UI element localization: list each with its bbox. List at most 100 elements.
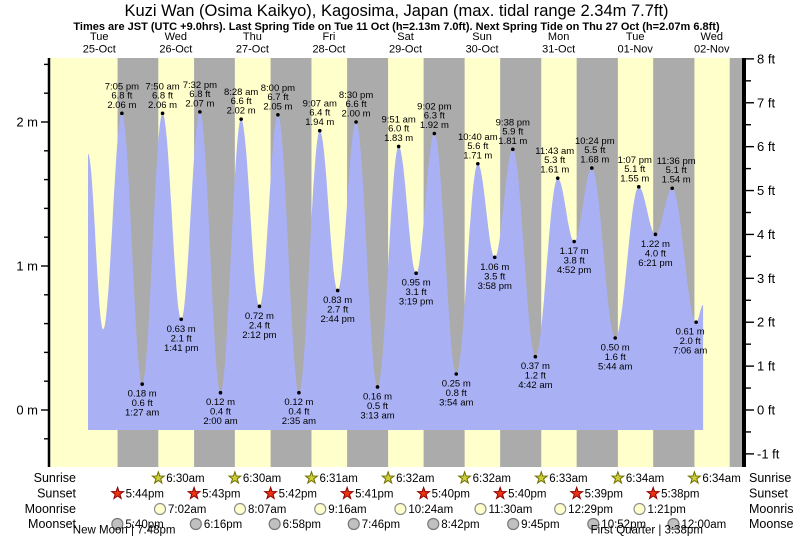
moonrise-time: 8:07am	[248, 504, 286, 516]
moonrise-circle-icon	[314, 502, 327, 516]
high-tide-time: 7:32 pm	[183, 80, 217, 91]
right-axis-tick-label: 2 ft	[757, 315, 775, 330]
sunset-star-icon	[492, 485, 508, 500]
sunrise-star-icon	[304, 470, 319, 485]
right-axis-tick-label: 0 ft	[757, 403, 775, 418]
low-tide-time: 1:41 pm	[164, 343, 198, 354]
high-tide-time: 9:02 pm	[417, 102, 451, 113]
low-tide-time: 4:52 pm	[557, 265, 591, 276]
right-axis-tick-label: -1 ft	[757, 446, 780, 461]
high-tide-time: 7:50 am	[145, 81, 179, 92]
tide-extreme-dot	[613, 336, 618, 340]
sunrise-time: 6:32am	[396, 473, 434, 485]
high-tide-time: 9:38 pm	[496, 117, 530, 128]
moonset-circle-icon	[667, 517, 680, 531]
high-tide-meters: 2.06 m	[107, 100, 136, 111]
high-tide-meters: 1.83 m	[384, 133, 413, 144]
high-tide-meters: 1.92 m	[420, 120, 449, 131]
tide-extreme-dot	[476, 161, 480, 166]
day-name-label: Tue	[90, 31, 109, 43]
low-tide-feet: 1.6 ft	[605, 352, 626, 363]
tide-extreme-dot	[317, 128, 322, 133]
moonset-time: 12:00am	[681, 519, 726, 531]
low-tide-time: 7:06 am	[673, 346, 707, 357]
low-tide-meters: 0.50 m	[601, 343, 630, 354]
sunrise-star-icon	[533, 470, 549, 485]
tide-extreme-dot	[492, 255, 497, 260]
low-tide-meters: 0.25 m	[442, 379, 471, 390]
low-tide-meters: 0.72 m	[245, 311, 274, 322]
tide-extreme-dot	[297, 390, 301, 395]
high-tide-feet: 6.0 ft	[388, 123, 409, 134]
row-label-left-moonrise: Moonrise	[25, 502, 76, 516]
day-date-label: 30-Oct	[466, 44, 499, 56]
right-axis-tick-label: 7 ft	[757, 95, 775, 110]
low-tide-meters: 0.16 m	[363, 391, 392, 402]
high-tide-time: 10:24 pm	[575, 136, 615, 147]
high-tide-time: 11:43 am	[535, 146, 574, 157]
moonrise-time: 11:30am	[488, 504, 532, 516]
day-labels: Tue25-OctWed26-OctThu27-OctFri28-OctSat2…	[83, 31, 730, 56]
day-name-label: Thu	[243, 31, 262, 43]
low-tide-time: 2:12 pm	[242, 330, 276, 341]
low-tide-time: 3:54 am	[439, 398, 473, 409]
sunset-star-icon	[569, 485, 585, 500]
high-tide-time: 8:00 pm	[261, 83, 295, 94]
sunset-star-icon	[263, 485, 278, 500]
high-tide-feet: 6.6 ft	[346, 99, 367, 110]
day-name-label: Wed	[165, 31, 187, 43]
sunrise-time: 6:32am	[473, 473, 511, 485]
high-tide-feet: 5.5 ft	[584, 145, 605, 156]
tide-extreme-dot	[375, 385, 380, 389]
low-tide-feet: 2.4 ft	[249, 320, 270, 331]
sunset-time: 5:39pm	[585, 489, 623, 501]
high-tide-meters: 1.54 m	[662, 175, 691, 186]
high-tide-time: 1:07 pm	[618, 155, 652, 166]
high-tide-meters: 2.06 m	[148, 100, 177, 111]
sunrise-time: 6:34am	[626, 473, 664, 485]
low-tide-feet: 0.8 ft	[446, 388, 467, 399]
tide-extreme-dot	[276, 113, 280, 117]
tide-extreme-dot	[555, 176, 560, 180]
tide-extreme-labels: 7:05 pm6.8 ft2.06 m0.18 m0.6 ft1:27 am7:…	[105, 80, 708, 427]
sunrise-star-icon	[457, 470, 472, 485]
moonset-time: 6:16pm	[204, 519, 242, 531]
moon-phase-label: First Quarter | 3:38pm	[591, 525, 703, 537]
low-tide-feet: 3.8 ft	[564, 256, 585, 267]
low-tide-meters: 1.06 m	[480, 262, 509, 273]
low-tide-feet: 0.4 ft	[210, 407, 231, 418]
low-tide-meters: 0.12 m	[284, 397, 313, 408]
sunset-time: 5:41pm	[355, 489, 393, 501]
low-tide-time: 2:00 am	[203, 416, 237, 427]
night-band	[729, 58, 743, 467]
high-tide-meters: 2.02 m	[227, 106, 256, 117]
tide-extreme-dot	[396, 144, 401, 149]
high-tide-time: 8:30 pm	[339, 90, 373, 101]
tide-extreme-dot	[414, 271, 418, 276]
astro-rows: Sunrise Sunrise 6:30am 6:30am 6:31am 6:32am 6:…	[25, 470, 793, 537]
high-tide-meters: 1.68 m	[580, 155, 609, 166]
right-axis-tick-label: 1 ft	[757, 359, 775, 374]
low-tide-meters: 1.22 m	[641, 239, 670, 250]
moonset-time: 6:58pm	[283, 519, 321, 531]
tide-extreme-dot	[694, 320, 698, 324]
sunrise-time: 6:30am	[166, 473, 204, 485]
moonrise-circle-icon	[474, 502, 487, 516]
low-tide-feet: 4.0 ft	[645, 248, 666, 259]
day-date-label: 27-Oct	[236, 44, 269, 56]
high-tide-time: 11:36 pm	[657, 156, 696, 167]
moonset-time: 5:40pm	[125, 519, 163, 531]
low-tide-meters: 0.63 m	[167, 324, 196, 335]
row-label-left-sunrise: Sunrise	[34, 471, 76, 485]
moonset-circle-icon	[587, 517, 600, 531]
low-tide-meters: 1.17 m	[560, 246, 589, 257]
high-tide-feet: 6.4 ft	[309, 108, 330, 119]
axes: 0 m 1 m 2 m -1 ft 0 ft 1 ft 2 ft 3 ft 4 ft 5 ft 6 …	[16, 51, 780, 467]
moonrise-circle-icon	[633, 502, 646, 516]
row-label-left-moonset: Moonset	[28, 517, 76, 531]
low-tide-meters: 0.18 m	[128, 389, 157, 400]
low-tide-time: 2:35 am	[282, 416, 316, 427]
sunrise-time: 6:34am	[702, 473, 740, 485]
sunset-time: 5:43pm	[202, 489, 240, 501]
sunset-star-icon	[339, 485, 355, 500]
